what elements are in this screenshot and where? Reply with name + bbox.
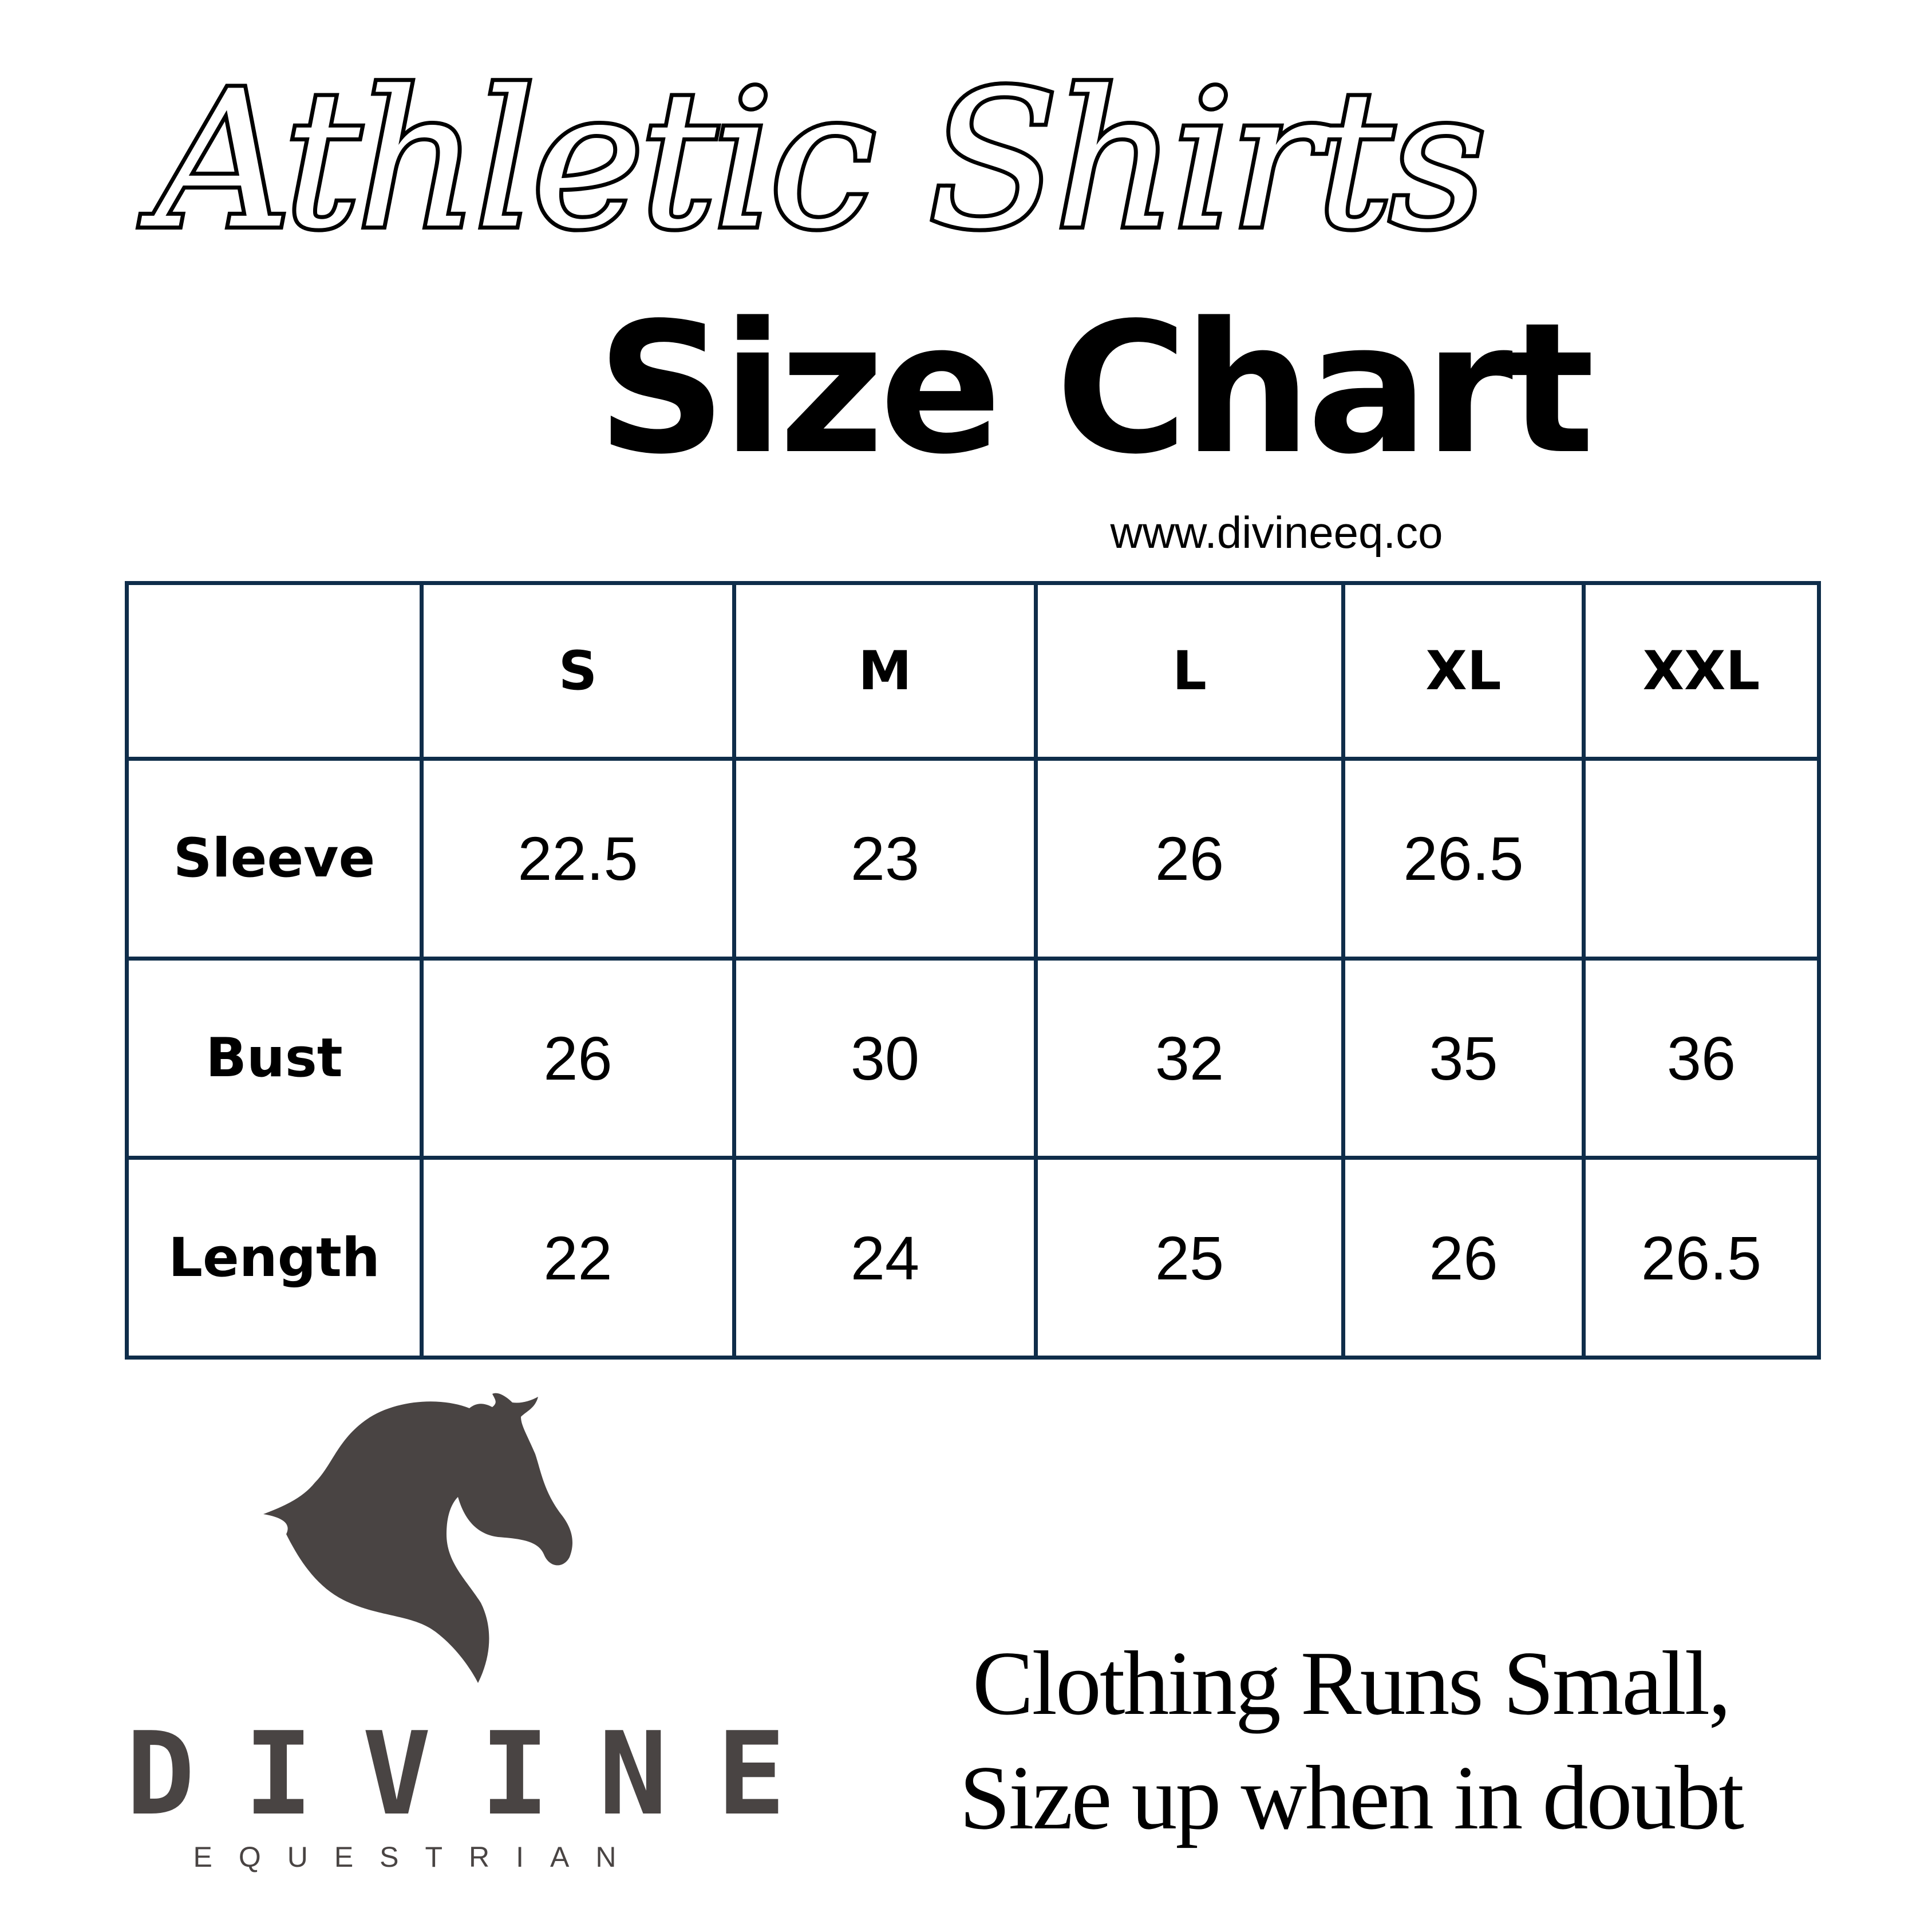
header-cell-xxl: XXL [1582, 580, 1821, 761]
table-cell: 35 [1341, 956, 1586, 1160]
table-cell: 23 [732, 757, 1038, 961]
table-cell: 36 [1582, 956, 1821, 1160]
table-cell: 30 [732, 956, 1038, 1160]
size-table: S M L XL XXL Sleeve 22.5 23 26 26.5 Bust… [125, 580, 1821, 1360]
header-cell-m: M [732, 580, 1038, 761]
table-cell: 22.5 [420, 757, 736, 961]
website-url: www.divineeq.co [1110, 507, 1443, 558]
row-label: Bust [125, 956, 424, 1160]
table-cell: 26.5 [1582, 1156, 1821, 1360]
table-cell [1582, 757, 1821, 961]
horse-head-icon [263, 1393, 572, 1683]
table-cell: 32 [1034, 956, 1345, 1160]
table-cell: 26 [1341, 1156, 1586, 1360]
table-cell: 24 [732, 1156, 1038, 1360]
table-cell: 26.5 [1341, 757, 1586, 961]
table-cell: 25 [1034, 1156, 1345, 1360]
sizing-note: Clothing Runs Small, Size up when in dou… [893, 1626, 1809, 1855]
table-cell: 26 [1034, 757, 1345, 961]
brand-logo-text: DIVINE [126, 1708, 835, 1841]
sizing-note-line1: Clothing Runs Small, [972, 1632, 1731, 1734]
page-title: Size Chart [596, 285, 1594, 494]
table-row-bust: Bust 26 30 32 35 36 [125, 956, 1821, 1160]
sizing-note-line2: Size up when in doubt [959, 1747, 1744, 1848]
script-title: Athletic Shirts [151, 46, 1490, 274]
table-row-length: Length 22 24 25 26 26.5 [125, 1156, 1821, 1360]
header-cell-xl: XL [1341, 580, 1586, 761]
table-header-row: S M L XL XXL [125, 580, 1821, 761]
header-cell-empty [125, 580, 424, 761]
row-label: Sleeve [125, 757, 424, 961]
table-cell: 22 [420, 1156, 736, 1360]
header-cell-l: L [1034, 580, 1345, 761]
brand-logo-subtext: EQUESTRIAN [193, 1841, 643, 1873]
header-cell-s: S [420, 580, 736, 761]
row-label: Length [125, 1156, 424, 1360]
table-row-sleeve: Sleeve 22.5 23 26 26.5 [125, 757, 1821, 961]
table-cell: 26 [420, 956, 736, 1160]
